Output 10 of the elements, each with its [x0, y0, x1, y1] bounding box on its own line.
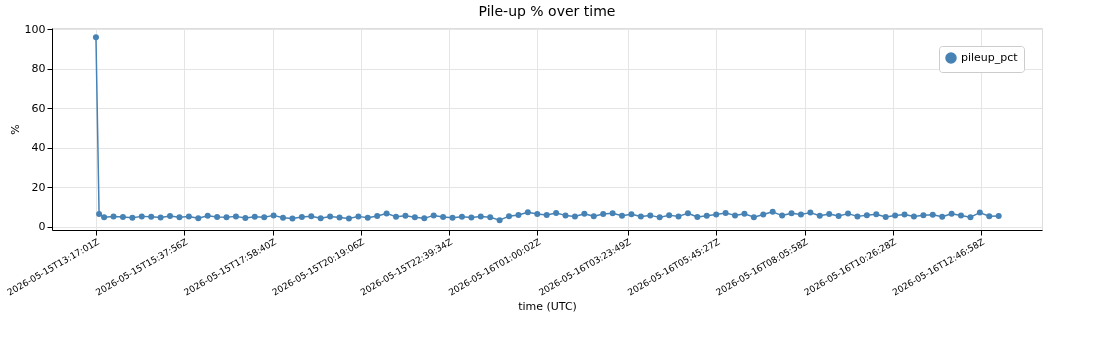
chart-title: Pile-up % over time: [478, 3, 616, 20]
y-tick-label: 100: [24, 22, 46, 36]
y-tick-label: 20: [31, 180, 46, 194]
y-axis-title: %: [8, 124, 22, 135]
y-tick-label: 40: [31, 141, 46, 155]
y-tick-label: 0: [38, 220, 46, 234]
y-tick-label: 80: [31, 62, 46, 76]
y-tick-label: 60: [31, 101, 46, 115]
x-axis-title: time (UTC): [518, 300, 577, 314]
legend-label: pileup_pct: [961, 51, 1019, 64]
